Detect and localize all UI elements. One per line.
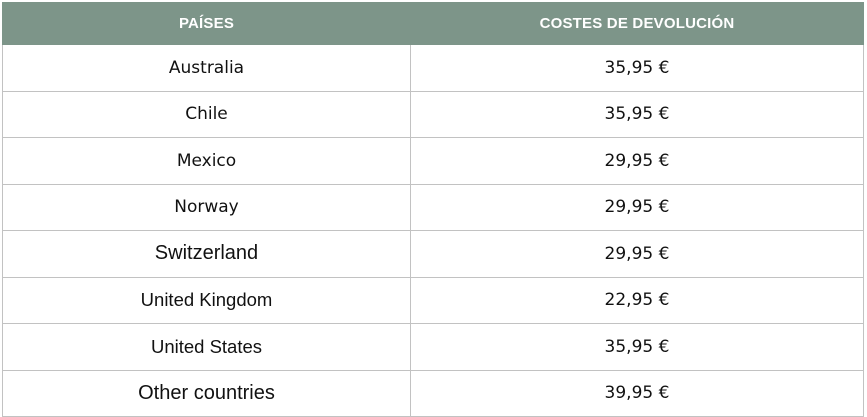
cost-cell: 29,95 € (410, 137, 864, 185)
cost-cell: 29,95 € (410, 230, 864, 278)
table-row: United States 35,95 € (2, 323, 864, 371)
header-row: PAÍSES COSTES DE DEVOLUCIÓN (2, 2, 864, 45)
table-row: Mexico 29,95 € (2, 137, 864, 185)
cost-cell: 22,95 € (410, 276, 864, 324)
country-cell: Chile (2, 90, 411, 138)
table-row: United Kingdom 22,95 € (2, 276, 864, 324)
country-cell: Norway (2, 183, 411, 231)
header-return-costs: COSTES DE DEVOLUCIÓN (410, 2, 864, 45)
country-cell: Mexico (2, 137, 411, 185)
cost-cell: 39,95 € (410, 369, 864, 417)
table-row: Chile 35,95 € (2, 90, 864, 138)
table-row: Switzerland 29,95 € (2, 230, 864, 278)
cost-cell: 29,95 € (410, 183, 864, 231)
country-cell: Other countries (2, 369, 411, 417)
table-body: Australia 35,95 € Chile 35,95 € Mexico 2… (2, 44, 864, 417)
country-cell: United Kingdom (2, 276, 411, 324)
cost-cell: 35,95 € (410, 323, 864, 371)
cost-cell: 35,95 € (410, 90, 864, 138)
cost-cell: 35,95 € (410, 44, 864, 92)
header-countries: PAÍSES (2, 2, 411, 45)
country-cell: Australia (2, 44, 411, 92)
table-row: Australia 35,95 € (2, 44, 864, 92)
table-row: Norway 29,95 € (2, 183, 864, 231)
table-row: Other countries 39,95 € (2, 369, 864, 417)
table-header: PAÍSES COSTES DE DEVOLUCIÓN (2, 2, 864, 45)
country-cell: United States (2, 323, 411, 371)
country-cell: Switzerland (2, 230, 411, 278)
